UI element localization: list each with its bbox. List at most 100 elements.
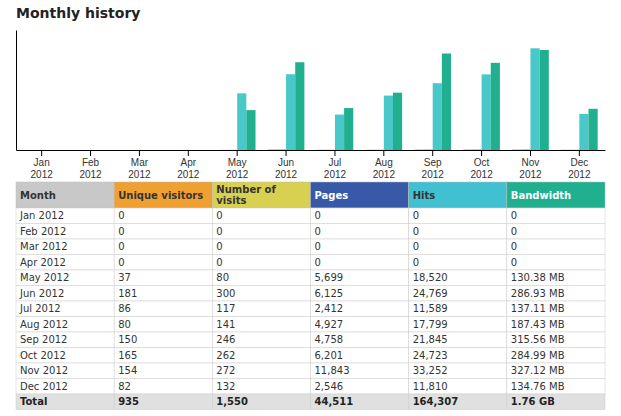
bar <box>442 53 451 150</box>
table-cell-text: 154 <box>118 365 137 376</box>
bar <box>237 93 246 150</box>
table-cell-text: 4,927 <box>315 319 344 330</box>
table-cell-text: 11,810 <box>413 381 448 392</box>
table-cell <box>311 224 409 240</box>
table-cell-text: 246 <box>216 334 235 345</box>
table-header-label-line: Pages <box>315 190 349 201</box>
x-tick: Apr2012 <box>177 150 200 180</box>
table-cell-text: 86 <box>118 303 131 314</box>
table-cell <box>212 239 310 255</box>
table: MonthUnique visitorsNumber ofvisitsPages… <box>16 182 605 410</box>
bar <box>335 115 344 150</box>
x-tick-label-line: 2012 <box>177 169 200 180</box>
x-tick-label-line: 2012 <box>373 169 396 180</box>
table-cell <box>16 332 114 348</box>
table-cell-text: 0 <box>413 226 419 237</box>
x-tick-mark <box>481 150 482 156</box>
table-cell <box>114 239 212 255</box>
table-cell <box>16 348 114 364</box>
table-header-label: Bandwidth <box>511 190 571 201</box>
table-cell-text: 134.76 MB <box>511 381 565 392</box>
table-total-row: Total9351,55044,511164,3071.76 GB <box>16 394 605 410</box>
x-tick-label: May2012 <box>226 157 249 180</box>
table-cell-text: 0 <box>315 226 321 237</box>
bar <box>491 63 500 150</box>
table-header-cell <box>409 182 507 208</box>
table-header-label-line: visits <box>216 195 246 206</box>
table-cell-text: 150 <box>118 334 137 345</box>
bar <box>365 149 374 150</box>
bar <box>170 150 179 151</box>
x-tick-label: Jan2012 <box>31 157 54 180</box>
table-row: Jul 2012861172,41211,589137.11 MB <box>16 301 605 317</box>
table-header-label: Unique visitors <box>118 190 203 201</box>
table-cell <box>114 208 212 224</box>
table-cell <box>507 286 605 302</box>
table-cell <box>507 224 605 240</box>
table-header-label-line: Unique visitors <box>118 190 203 201</box>
bar-series <box>237 48 588 150</box>
table-cell <box>16 301 114 317</box>
table-cell-text: 137.11 MB <box>511 303 565 314</box>
chart-title: Monthly history <box>16 5 140 21</box>
table-cell-text: 0 <box>511 257 517 268</box>
table-cell-text: 130.38 MB <box>511 272 565 283</box>
table-cell <box>507 394 605 410</box>
x-tick-label-line: Aug <box>375 157 393 168</box>
table-cell <box>311 348 409 364</box>
table-header-label-line: Bandwidth <box>511 190 571 201</box>
table-cell-text: 272 <box>216 365 235 376</box>
bar <box>472 149 481 150</box>
x-tick-label: Apr2012 <box>177 157 200 180</box>
x-tick-label-line: 2012 <box>31 169 54 180</box>
x-tick-label: Sep2012 <box>422 157 445 180</box>
table-row: Aug 2012801414,92717,799187.43 MB <box>16 317 605 333</box>
table-cell-text: 187.43 MB <box>511 319 565 330</box>
table-cell-text: 4,758 <box>315 334 344 345</box>
table-row: Apr 201200000 <box>16 255 605 271</box>
x-tick-label-line: Nov <box>522 157 540 168</box>
bar <box>512 149 521 150</box>
table-cell <box>16 394 114 410</box>
table-row: Jun 20121813006,12524,769286.93 MB <box>16 286 605 302</box>
x-tick-mark <box>383 150 384 156</box>
table-cell-text: 82 <box>118 381 131 392</box>
table-cell <box>409 394 507 410</box>
bar <box>393 93 402 150</box>
table-cell <box>212 379 310 395</box>
bar <box>91 150 100 151</box>
table-header-cell <box>212 182 310 208</box>
table-cell-text: 0 <box>315 241 321 252</box>
bar <box>326 149 335 150</box>
x-tick-mark <box>41 150 42 156</box>
table-cell <box>212 332 310 348</box>
table-cell-text: 1,550 <box>216 396 248 407</box>
table-cell <box>507 348 605 364</box>
bar <box>482 74 491 150</box>
table-cell <box>114 348 212 364</box>
table-cell-text: Apr 2012 <box>20 257 66 268</box>
table-cell-text: 0 <box>216 210 222 221</box>
table-cell <box>409 255 507 271</box>
table-cell-text: 18,520 <box>413 272 448 283</box>
x-tick-mark <box>432 150 433 156</box>
table-row: Oct 20121652626,20124,723284.99 MB <box>16 348 605 364</box>
table-cell-text: 117 <box>216 303 235 314</box>
x-axis: Jan2012Feb2012Mar2012Apr2012May2012Jun20… <box>17 150 606 180</box>
table-cell-text: Jul 2012 <box>19 303 61 314</box>
table-cell <box>212 270 310 286</box>
bar <box>277 149 286 150</box>
bar <box>23 150 32 151</box>
bar <box>179 150 188 151</box>
bars <box>219 48 598 150</box>
x-tick-label-line: Jan <box>34 157 50 168</box>
table-cell-text: 0 <box>118 241 124 252</box>
table-cell <box>311 379 409 395</box>
bar <box>81 150 90 151</box>
bar <box>463 149 472 150</box>
y-axis-line <box>16 31 17 151</box>
table-cell <box>212 255 310 271</box>
bar <box>433 83 442 150</box>
x-tick-label-line: 2012 <box>128 169 151 180</box>
table-cell <box>409 239 507 255</box>
